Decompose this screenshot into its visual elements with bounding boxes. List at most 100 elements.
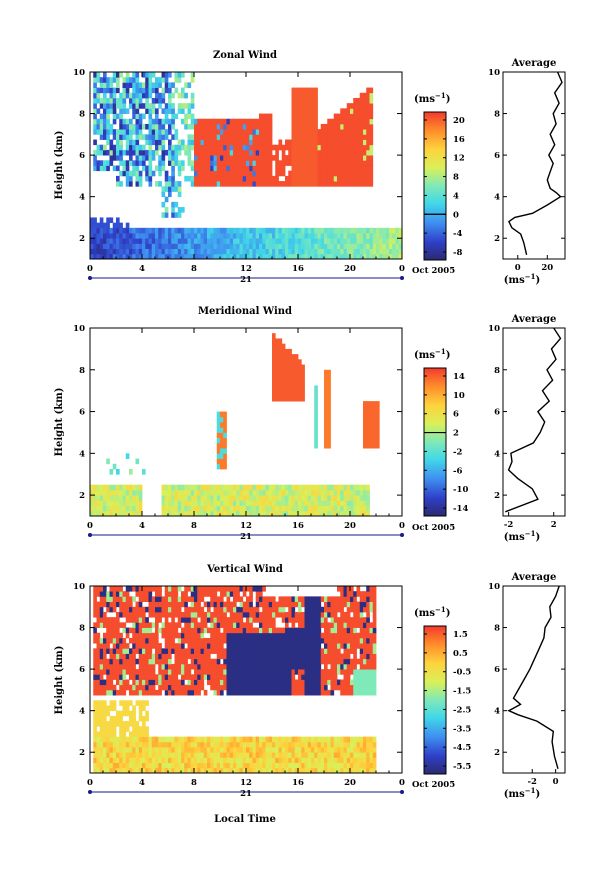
vertical-wind-cell <box>145 742 149 748</box>
meridional-wind-cell <box>243 485 247 491</box>
vertical-wind-cell <box>139 747 143 753</box>
zonal-wind-cell <box>334 140 338 146</box>
zonal-wind-cell <box>162 129 166 135</box>
vertical-wind-cell <box>230 752 234 758</box>
zonal-wind-cell <box>327 134 331 140</box>
vertical-wind-cell <box>139 664 143 670</box>
vertical-wind-cell <box>324 742 328 748</box>
vertical-wind-cell <box>324 643 328 649</box>
vertical-wind-cell <box>220 752 224 758</box>
vertical-wind-cell <box>100 669 104 675</box>
vertical-wind-cell <box>243 680 247 686</box>
zonal-wind-cell <box>305 155 309 161</box>
zonal-wind-cell <box>379 249 383 255</box>
vertical-wind-cell <box>126 726 130 732</box>
meridional-wind-cell <box>184 485 188 491</box>
vertical-wind-cell <box>266 596 270 602</box>
zonal-wind-cell <box>305 93 309 99</box>
vertical-wind-cell <box>282 643 286 649</box>
vertical-wind-cell <box>142 721 146 727</box>
zonal-wind-cell <box>360 108 364 114</box>
vertical-wind-cell <box>331 747 335 753</box>
zonal-wind-cell <box>165 171 169 177</box>
zonal-wind-cell <box>175 160 179 166</box>
zonal-wind-cell <box>350 108 354 114</box>
zonal-wind-cell <box>292 243 296 249</box>
vertical-wind-cell <box>142 705 146 711</box>
zonal-wind-cell <box>106 114 110 120</box>
zonal-wind-cell <box>210 145 214 151</box>
meridional-wind-cell <box>191 490 195 496</box>
meridional-wind-cell <box>301 506 305 512</box>
meridional-wind-cell <box>110 490 114 496</box>
meridional-wind-cell <box>272 485 276 491</box>
zonal-wind-cell <box>110 98 114 104</box>
meridional-wind-cell <box>327 412 331 418</box>
vertical-wind-cell <box>301 669 305 675</box>
vertical-wind-cell <box>340 763 344 769</box>
vertical-wind-cell <box>119 638 123 644</box>
meridional-wind-cell <box>308 500 312 506</box>
vertical-wind-cell <box>155 680 159 686</box>
zonal-wind-cell <box>243 129 247 135</box>
zonal-wind-cell <box>370 228 374 234</box>
vertical-wind-cell <box>353 638 357 644</box>
meridional-wind-cell <box>191 485 195 491</box>
meridional-wind-cell <box>279 495 283 501</box>
zonal-wind-cell <box>236 228 240 234</box>
meridional-wind-cell <box>103 485 107 491</box>
meridional-wind-cell <box>327 495 331 501</box>
meridional-wind-cell <box>116 500 120 506</box>
vertical-wind-cell <box>152 596 156 602</box>
vertical-wind-cell <box>152 586 156 592</box>
vertical-wind-cell <box>246 602 250 608</box>
vertical-wind-cell <box>285 757 289 763</box>
vertical-wind-cell <box>285 648 289 654</box>
zonal-wind-cell <box>386 228 390 234</box>
zonal-wind-cell <box>113 228 117 234</box>
zonal-wind-cell <box>308 93 312 99</box>
vertical-wind-cell <box>110 757 114 763</box>
meridional-wind-cell <box>357 506 361 512</box>
zonal-wind-cell <box>93 119 97 125</box>
vertical-wind-cell <box>324 763 328 769</box>
zonal-wind-cell <box>207 228 211 234</box>
zonal-wind-cell <box>103 243 107 249</box>
zonal-wind-cell <box>119 145 123 151</box>
zonal-wind-cell <box>171 202 175 208</box>
meridional-wind-cell <box>214 506 218 512</box>
zonal-wind-cell <box>331 238 335 244</box>
average-profile-line <box>505 328 560 512</box>
meridional-wind-cell <box>327 490 331 496</box>
vertical-wind-cell <box>93 669 97 675</box>
zonal-wind-cell <box>318 160 322 166</box>
vertical-wind-cell <box>233 680 237 686</box>
vertical-wind-cell <box>259 633 263 639</box>
zonal-wind-cell <box>350 233 354 239</box>
meridional-wind-cell <box>360 500 364 506</box>
vertical-wind-cell <box>285 654 289 660</box>
vertical-wind-cell <box>136 643 140 649</box>
average-y-tick-label: 6 <box>494 408 500 418</box>
zonal-wind-cell <box>162 145 166 151</box>
zonal-wind-cell <box>126 77 130 83</box>
vertical-wind-cell <box>344 690 348 696</box>
meridional-wind-cell <box>123 490 127 496</box>
meridional-wind-cell <box>110 469 114 475</box>
zonal-wind-cell <box>370 155 374 161</box>
vertical-wind-cell <box>181 763 185 769</box>
vertical-wind-cell <box>93 711 97 717</box>
zonal-wind-cell <box>145 233 149 239</box>
vertical-wind-cell <box>191 591 195 597</box>
zonal-wind-cell <box>370 249 374 255</box>
vertical-wind-cell <box>272 648 276 654</box>
vertical-wind-cell <box>236 654 240 660</box>
zonal-wind-cell <box>376 233 380 239</box>
vertical-wind-cell <box>168 591 172 597</box>
vertical-wind-cell <box>181 591 185 597</box>
zonal-wind-cell <box>246 166 250 172</box>
zonal-wind-cell <box>295 233 299 239</box>
vertical-wind-cell <box>184 747 188 753</box>
zonal-wind-cell <box>334 176 338 182</box>
vertical-wind-cell <box>334 763 338 769</box>
